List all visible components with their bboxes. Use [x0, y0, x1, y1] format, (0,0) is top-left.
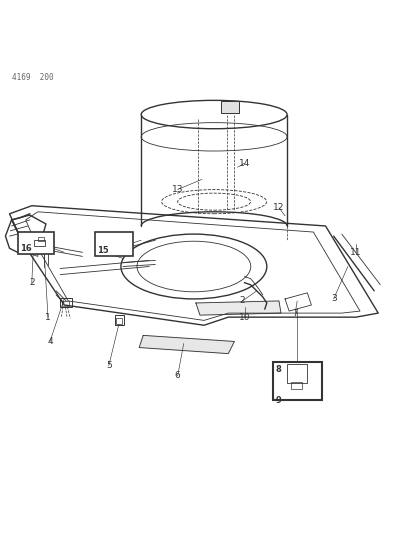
Polygon shape: [196, 301, 281, 315]
Text: 4169  200: 4169 200: [11, 73, 53, 82]
Text: 15: 15: [97, 246, 109, 255]
Text: 16: 16: [20, 244, 31, 253]
Text: 3: 3: [126, 240, 132, 249]
Text: 12: 12: [273, 203, 285, 212]
Text: 11: 11: [350, 248, 362, 257]
Text: 2: 2: [239, 296, 245, 305]
Bar: [60, 298, 72, 307]
Text: 1: 1: [45, 313, 51, 321]
Polygon shape: [139, 335, 234, 353]
Text: 4: 4: [47, 337, 53, 346]
Bar: [291, 382, 302, 389]
Text: 7: 7: [292, 309, 298, 318]
Bar: [273, 362, 322, 400]
Bar: [116, 318, 122, 324]
Bar: [18, 232, 54, 254]
Bar: [115, 315, 124, 325]
Text: 5: 5: [106, 361, 112, 370]
Bar: [38, 237, 44, 241]
Text: 2: 2: [29, 278, 35, 287]
Text: 10: 10: [239, 313, 250, 321]
Bar: [62, 301, 69, 306]
Text: 9: 9: [275, 396, 281, 405]
Bar: [287, 364, 306, 383]
Bar: [34, 240, 45, 246]
Text: 14: 14: [239, 159, 250, 168]
Text: 3: 3: [331, 294, 337, 303]
Bar: [222, 101, 239, 112]
Text: 8: 8: [275, 365, 281, 374]
Text: 13: 13: [172, 185, 184, 194]
Bar: [95, 232, 133, 256]
Text: 6: 6: [175, 372, 180, 381]
